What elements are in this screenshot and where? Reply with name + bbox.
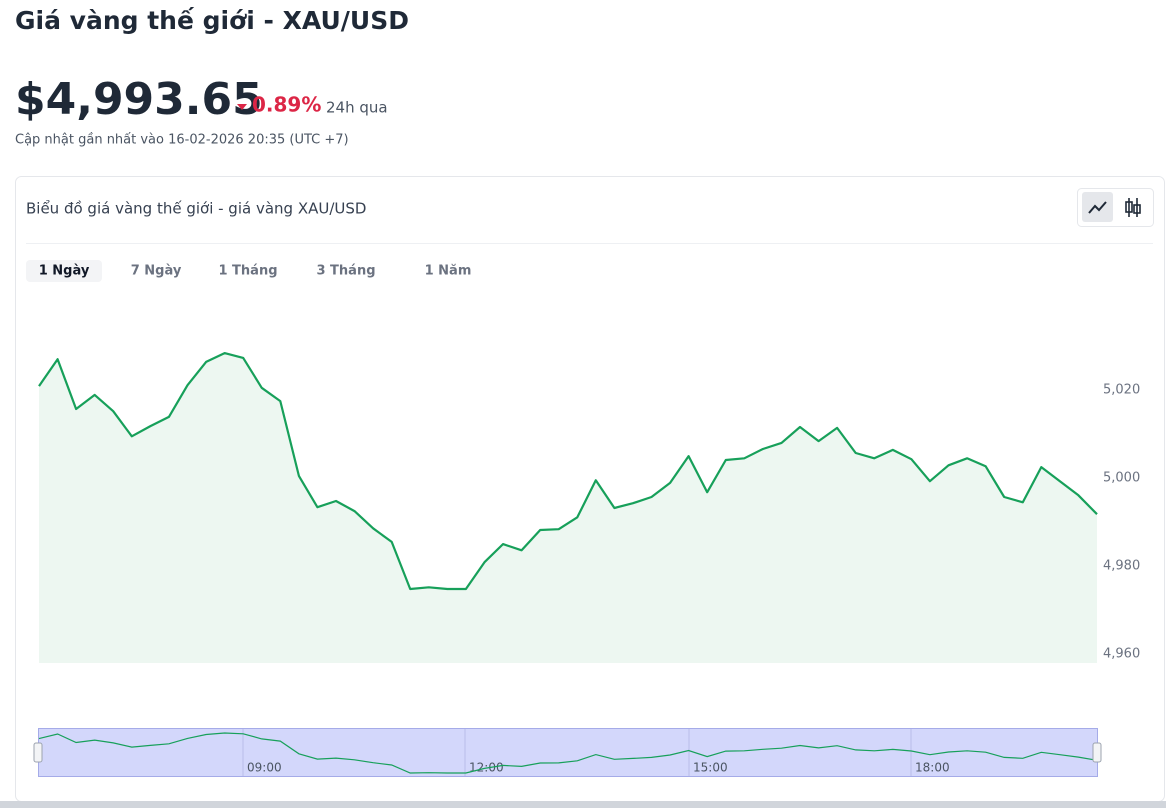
card-title: Biểu đồ giá vàng thế giới - giá vàng XAU… [26,200,366,218]
price-change: 0.89% [252,93,321,117]
tab[interactable]: 1 Tháng [218,264,277,279]
navigator-handle[interactable] [1092,742,1102,763]
change-period: 24h qua [326,99,388,117]
navigator-line [38,732,1098,774]
bottom-bar [0,801,1166,808]
navigator-handle[interactable] [33,742,43,763]
y-tick-label: 4,960 [1103,647,1140,662]
tab[interactable]: 7 Ngày [131,264,182,279]
navigator-label: 12:00 [469,761,504,775]
tab[interactable]: 3 Tháng [316,264,375,279]
updated-time: Cập nhật gần nhất vào 16-02-2026 20:35 (… [15,133,349,148]
page-title: Giá vàng thế giới - XAU/USD [15,6,409,35]
down-arrow [237,104,247,110]
area [39,353,1097,663]
tab-active-bg [26,260,102,282]
navigator-label: 18:00 [915,761,950,775]
navigator-label: 15:00 [693,761,728,775]
line-chart-button[interactable] [1082,192,1113,222]
y-tick-label: 5,000 [1103,471,1140,486]
price-line [38,352,1098,591]
candle-button[interactable] [1125,198,1141,217]
tab[interactable]: 1 Ngày [39,264,90,279]
price: $4,993.65 [15,74,263,125]
line-icon [1088,201,1107,214]
y-tick-label: 4,980 [1103,559,1140,574]
navigator-label: 09:00 [247,761,282,775]
y-tick-label: 5,020 [1103,383,1140,398]
tab[interactable]: 1 Năm [425,264,472,279]
